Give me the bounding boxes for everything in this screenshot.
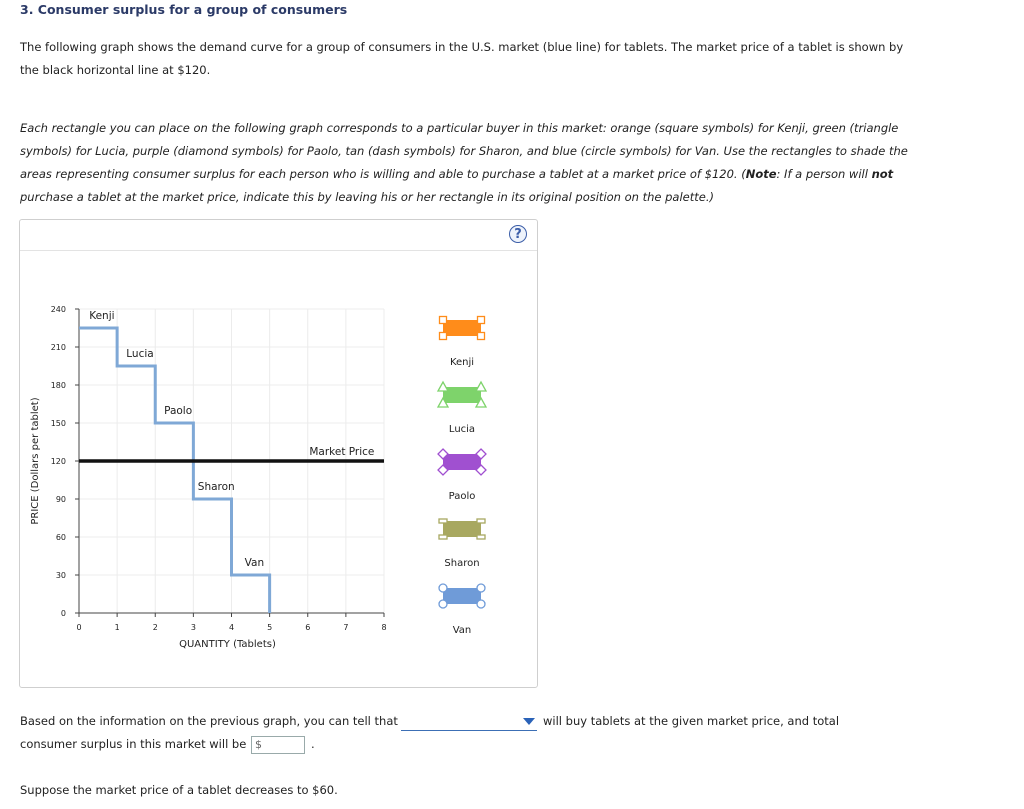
followup-text: Suppose the market price of a tablet dec… xyxy=(20,783,338,797)
graph-panel: ? 0 30 60 90 120 150 180 210 240 0 1 2 3 4 5 6 7 8 PRICE (… xyxy=(19,219,538,688)
chevron-down-icon xyxy=(523,718,535,725)
palette-handle-dash[interactable] xyxy=(476,534,486,540)
palette-handle-diamond[interactable] xyxy=(437,464,449,476)
palette-handle-dash[interactable] xyxy=(476,518,486,524)
graph-canvas[interactable]: 0 30 60 90 120 150 180 210 240 0 1 2 3 4 5 6 7 8 PRICE (Do… xyxy=(20,220,537,687)
x-tick-label: 8 xyxy=(381,623,386,632)
x-tick-label: 2 xyxy=(153,623,158,632)
palette-label-kenji: Kenji xyxy=(450,357,474,368)
palette-handle-circle[interactable] xyxy=(476,583,486,593)
y-tick-label: 180 xyxy=(51,381,66,390)
instructions-main: Each rectangle you can place on the foll… xyxy=(20,121,908,181)
intro-text: The following graph shows the demand cur… xyxy=(20,40,904,77)
y-axis-title: PRICE (Dollars per tablet) xyxy=(30,397,41,524)
panel-header-divider xyxy=(20,250,537,251)
palette-rect-kenji[interactable] xyxy=(438,315,486,341)
palette-rect-van[interactable] xyxy=(438,583,486,609)
palette-label-paolo: Paolo xyxy=(449,491,476,502)
help-icon[interactable]: ? xyxy=(509,225,527,243)
x-tick-label: 6 xyxy=(305,623,310,632)
market-price-label: Market Price xyxy=(309,446,374,458)
y-tick-label: 240 xyxy=(51,305,66,314)
note-text-2: purchase a tablet at the market price, i… xyxy=(20,190,714,204)
palette-handle-circle[interactable] xyxy=(438,583,448,593)
palette-handle-circle[interactable] xyxy=(476,599,486,609)
demand-step-label-sharon: Sharon xyxy=(198,481,235,493)
demand-step-label-lucia: Lucia xyxy=(126,348,153,360)
palette-handle-triangle[interactable] xyxy=(474,396,488,408)
palette-handle-diamond[interactable] xyxy=(475,448,487,460)
y-tick-label: 90 xyxy=(56,495,66,504)
palette-handle-circle[interactable] xyxy=(438,599,448,609)
question-title: 3. Consumer surplus for a group of consu… xyxy=(20,2,348,17)
palette-handle-square[interactable] xyxy=(476,331,486,341)
palette-handle-dash[interactable] xyxy=(438,518,448,524)
palette-rect-sharon[interactable] xyxy=(438,518,486,540)
demand-step-label-van: Van xyxy=(245,557,264,569)
palette-handle-triangle[interactable] xyxy=(436,380,450,392)
palette-handle-diamond[interactable] xyxy=(437,448,449,460)
palette-handle-triangle[interactable] xyxy=(436,396,450,408)
x-tick-label: 1 xyxy=(115,623,120,632)
buyers-dropdown[interactable] xyxy=(401,712,537,731)
palette-handle-triangle[interactable] xyxy=(474,380,488,392)
palette-swatch[interactable] xyxy=(443,320,481,336)
note-not: not xyxy=(871,167,894,181)
palette-swatch[interactable] xyxy=(443,454,481,470)
answer-line-1: Based on the information on the previous… xyxy=(20,714,398,728)
palette-rect-lucia[interactable] xyxy=(436,380,488,408)
x-tick-label: 5 xyxy=(267,623,272,632)
palette-swatch[interactable] xyxy=(443,521,481,537)
palette-label-van: Van xyxy=(453,625,472,636)
demand-curve xyxy=(79,326,272,613)
answer-line-2: consumer surplus in this market will be xyxy=(20,737,247,751)
palette-handle-square[interactable] xyxy=(476,315,486,325)
demand-step-label-paolo: Paolo xyxy=(164,405,192,417)
palette-handle-square[interactable] xyxy=(438,331,448,341)
y-tick-label: 150 xyxy=(51,419,66,428)
y-tick-label: 0 xyxy=(61,609,66,618)
answer-line-1-suffix: will buy tablets at the given market pri… xyxy=(543,714,840,728)
demand-step-label-kenji: Kenji xyxy=(89,310,114,322)
palette-handle-dash[interactable] xyxy=(438,534,448,540)
palette-swatch[interactable] xyxy=(443,387,481,403)
palette-label-lucia: Lucia xyxy=(449,424,475,435)
instructions-text: Each rectangle you can place on the foll… xyxy=(20,117,920,209)
palette-label-sharon: Sharon xyxy=(444,558,479,569)
palette-handle-diamond[interactable] xyxy=(475,464,487,476)
x-tick-label: 7 xyxy=(343,623,348,632)
y-tick-label: 60 xyxy=(56,533,66,542)
x-tick-label: 4 xyxy=(229,623,234,632)
palette-rect-paolo[interactable] xyxy=(437,448,487,476)
answer-line-2-suffix: . xyxy=(311,737,315,751)
note-label: Note xyxy=(745,167,777,181)
palette-swatch[interactable] xyxy=(443,588,481,604)
y-tick-label: 30 xyxy=(56,571,66,580)
x-axis-title: QUANTITY (Tablets) xyxy=(179,639,276,650)
y-tick-label: 120 xyxy=(51,457,66,466)
x-tick-label: 0 xyxy=(76,623,81,632)
consumer-surplus-input[interactable]: $ xyxy=(251,736,305,754)
note-text-1: : If a person will xyxy=(776,167,872,181)
x-tick-label: 3 xyxy=(191,623,196,632)
y-tick-label: 210 xyxy=(51,343,66,352)
palette-handle-square[interactable] xyxy=(438,315,448,325)
